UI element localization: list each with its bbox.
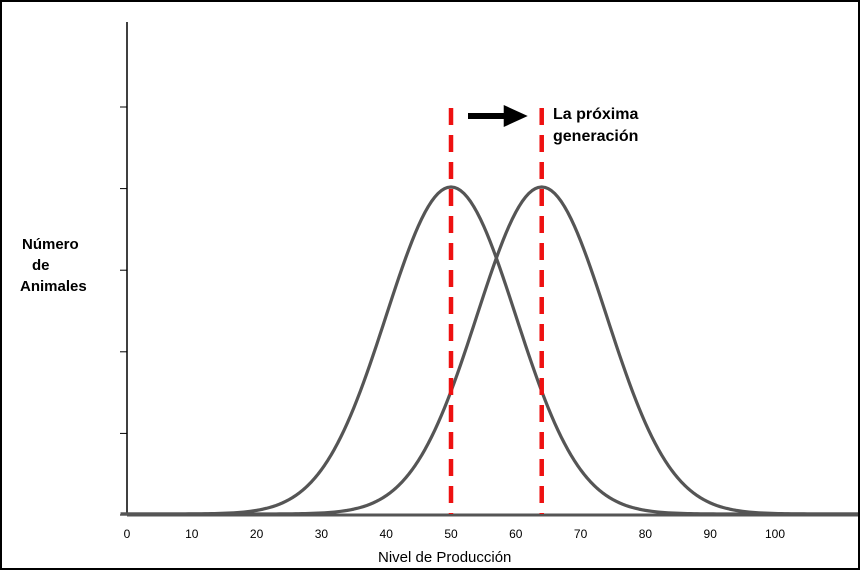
x-tick-label: 30 (315, 527, 329, 541)
y-axis-label-line-3: Animales (20, 278, 87, 295)
x-axis-label: Nivel de Producción (378, 549, 512, 566)
x-tick-label: 90 (704, 527, 718, 541)
x-tick-label: 100 (765, 527, 785, 541)
x-tick-label: 20 (250, 527, 264, 541)
x-tick-label: 70 (574, 527, 588, 541)
annotation-line-2: generación (553, 128, 639, 145)
arrow-right-icon (503, 105, 528, 127)
y-axis-label-line-1: Número (22, 236, 79, 253)
x-tick-label: 80 (639, 527, 653, 541)
next-generation-annotation: La próxima generación (553, 104, 638, 148)
x-tick-label: 10 (185, 527, 199, 541)
y-axis-label-line-2: de (32, 257, 50, 274)
x-tick-label: 40 (380, 527, 394, 541)
x-tick-label: 60 (509, 527, 523, 541)
distribution-curve-1 (120, 185, 858, 516)
annotation-line-1: La próxima (553, 106, 639, 123)
y-axis-label: Número de Animales (20, 234, 112, 297)
x-tick-label: 0 (124, 527, 131, 541)
x-tick-label: 50 (444, 527, 458, 541)
distribution-curve-2 (120, 185, 858, 516)
